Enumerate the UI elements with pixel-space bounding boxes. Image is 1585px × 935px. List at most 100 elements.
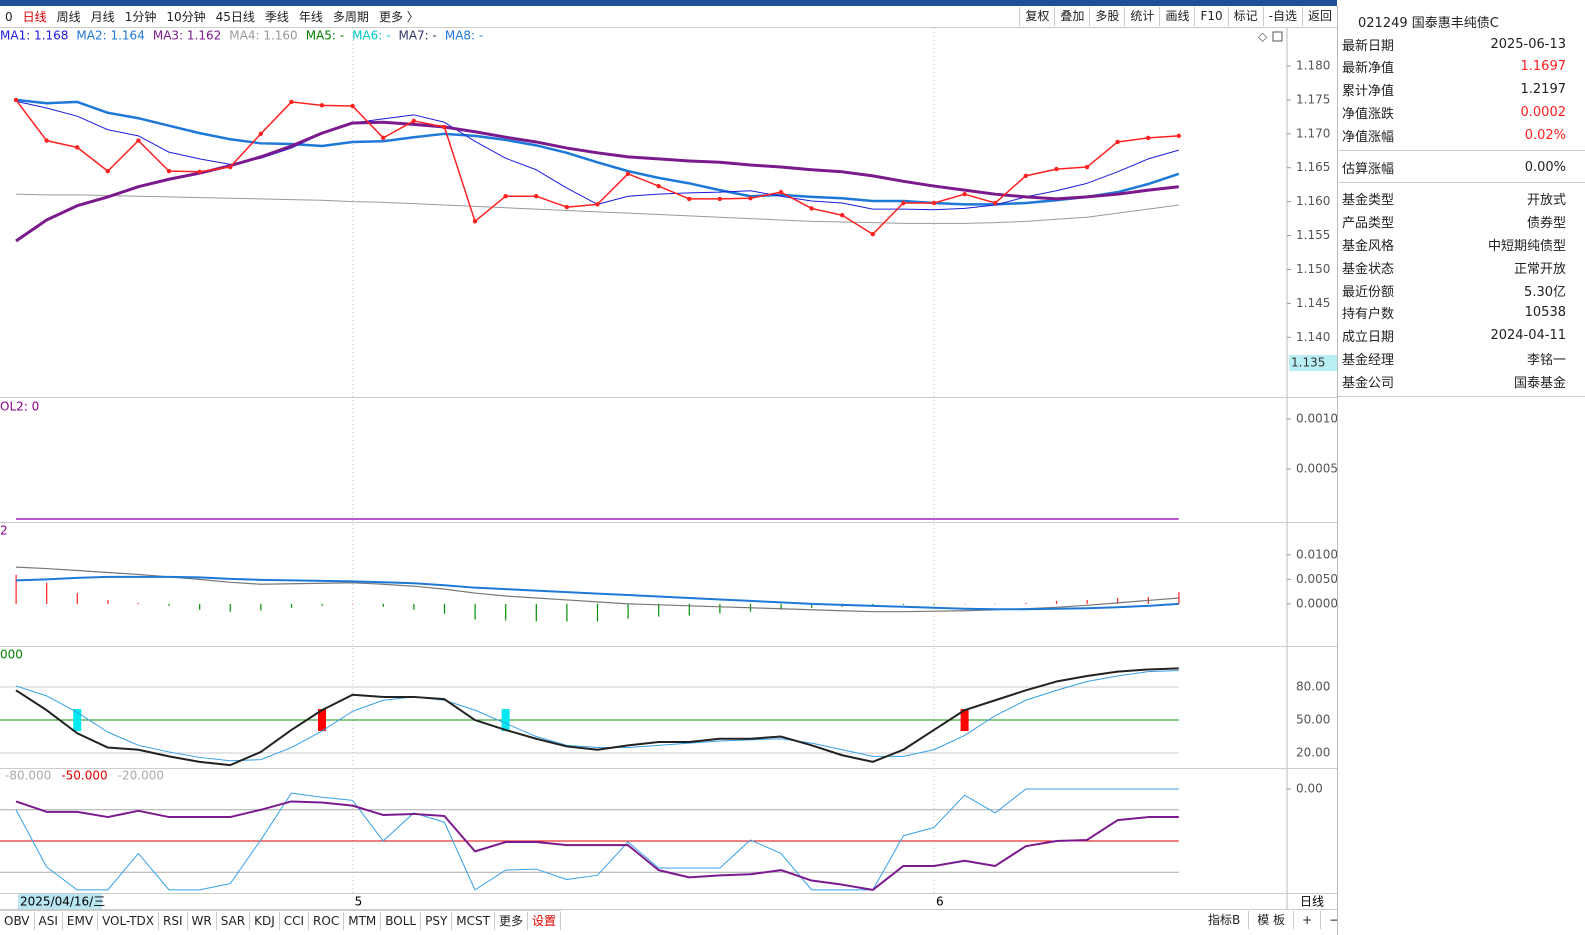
tool-button[interactable]: 叠加: [1054, 7, 1089, 26]
y-tick-label: 0.00: [1296, 781, 1323, 795]
info-value: 1.1697: [1520, 59, 1567, 75]
icon[interactable]: [1272, 31, 1283, 42]
period-tab[interactable]: 更多 〉: [378, 10, 419, 24]
histogram-bar: [1086, 599, 1088, 604]
tool-button[interactable]: 复权: [1019, 7, 1054, 26]
data-point: [1023, 173, 1028, 179]
period-tab[interactable]: 10分钟: [166, 10, 206, 24]
period-tab[interactable]: 年线: [298, 10, 323, 24]
series-line: [15, 575, 1179, 611]
info-value: 国泰基金: [1513, 375, 1566, 391]
info-row: 估算涨幅 0.00%: [1342, 156, 1566, 178]
series-line: [15, 98, 1180, 206]
data-point: [166, 168, 172, 174]
indicator-tab[interactable]: 更多: [495, 912, 528, 930]
histogram-bar: [260, 603, 262, 611]
bottom-button[interactable]: 指标B: [1200, 911, 1250, 929]
tool-button[interactable]: 标记: [1227, 7, 1263, 26]
period-tab[interactable]: 多周期: [332, 10, 369, 24]
indicator-tab[interactable]: PSY: [421, 912, 453, 930]
info-value: 开放式: [1526, 193, 1566, 209]
tool-button[interactable]: -自选: [1262, 7, 1302, 26]
indicator-tab[interactable]: KDJ: [250, 912, 280, 930]
separator: [1338, 181, 1585, 183]
info-row: 产品类型 债券型: [1342, 211, 1566, 233]
histogram-bar: [229, 603, 231, 612]
y-tick-label: 1.155: [1296, 228, 1330, 242]
tool-button[interactable]: F10: [1194, 7, 1227, 26]
data-point: [1176, 133, 1182, 139]
icon[interactable]: ◇: [1258, 30, 1268, 44]
y-tick-label: 1.150: [1296, 262, 1330, 276]
histogram-bar: [688, 603, 690, 616]
info-label: 基金经理: [1342, 352, 1395, 368]
histogram-bar: [1055, 600, 1058, 604]
indicator-tab[interactable]: EMV: [63, 912, 99, 930]
data-point: [778, 189, 784, 195]
indicator-tab[interactable]: CCI: [280, 912, 310, 930]
indicator-tab[interactable]: VOL-TDX: [98, 912, 159, 930]
histogram-bar: [596, 603, 599, 622]
period-tab[interactable]: 1分钟: [124, 10, 157, 24]
y-tick-label: 1.140: [1296, 330, 1330, 344]
info-row: 基金类型 开放式: [1342, 188, 1566, 210]
y-tick-label: 0.0000: [1296, 596, 1337, 610]
data-point: [13, 97, 19, 103]
indicator-tab[interactable]: SAR: [217, 912, 251, 930]
signal-marker: [318, 709, 326, 732]
histogram-bar: [1025, 602, 1027, 604]
info-row: 基金状态 正常开放: [1342, 256, 1566, 278]
period-tab[interactable]: 月线: [90, 10, 115, 24]
tool-button[interactable]: 返回: [1301, 7, 1337, 26]
series-line: [15, 193, 1179, 224]
period-tab[interactable]: 周线: [56, 10, 81, 24]
data-point: [962, 191, 967, 197]
info-row: 累计净值 1.2197: [1342, 79, 1566, 101]
indicator-tab[interactable]: ROC: [309, 912, 345, 930]
info-value: 0.02%: [1524, 127, 1566, 143]
data-point: [289, 99, 294, 105]
indicator-tab[interactable]: MCST: [452, 912, 495, 930]
period-tab[interactable]: 日线: [22, 10, 47, 24]
tool-button[interactable]: 多股: [1089, 7, 1124, 26]
tool-toolbar: 复权 叠加 多股 统计 画线 F10 标记 -自选 返回: [1019, 6, 1337, 27]
data-point: [105, 168, 111, 174]
info-label: 基金状态: [1342, 261, 1395, 277]
tool-button[interactable]: 画线: [1159, 7, 1194, 26]
indicator-tab[interactable]: 设置: [528, 912, 562, 930]
period-tab[interactable]: 45日线: [215, 10, 255, 24]
histogram-bar: [1178, 592, 1180, 604]
data-point: [656, 183, 661, 189]
data-point: [381, 135, 386, 141]
cursor-value-box: [1289, 355, 1337, 371]
indicator-tab[interactable]: BOLL: [381, 912, 422, 930]
info-value: 0.00%: [1524, 159, 1566, 175]
data-point: [840, 213, 845, 218]
bottom-button[interactable]: +: [1294, 911, 1322, 929]
data-point: [1084, 164, 1090, 170]
data-point: [503, 194, 508, 199]
y-tick-label: 1.180: [1296, 58, 1330, 72]
indicator-tab[interactable]: MTM: [344, 912, 382, 930]
data-point: [809, 206, 814, 211]
data-point: [931, 200, 937, 206]
indicator-tab[interactable]: WR: [188, 912, 217, 930]
bottom-button[interactable]: 模 板: [1249, 911, 1295, 929]
histogram-bar: [352, 603, 354, 605]
indicator-tab[interactable]: RSI: [159, 912, 188, 930]
data-point: [717, 196, 722, 202]
indicator-tab[interactable]: ASI: [35, 912, 63, 930]
legend-item: MA7: -: [398, 29, 436, 43]
y-tick-label: 1.145: [1296, 296, 1330, 310]
period-tab[interactable]: 季线: [264, 10, 289, 24]
y-tick-label: 0.0005: [1296, 462, 1337, 476]
indicator-tab[interactable]: OBV: [0, 912, 35, 930]
legend-item: MA8: -: [445, 29, 483, 43]
tool-button[interactable]: 统计: [1124, 7, 1159, 26]
info-value: 0.0002: [1520, 104, 1567, 120]
series-line: [15, 667, 1179, 767]
y-tick-label: 1.175: [1296, 92, 1330, 106]
info-label: 最新日期: [1342, 38, 1395, 54]
period-tab[interactable]: 0: [5, 9, 13, 24]
